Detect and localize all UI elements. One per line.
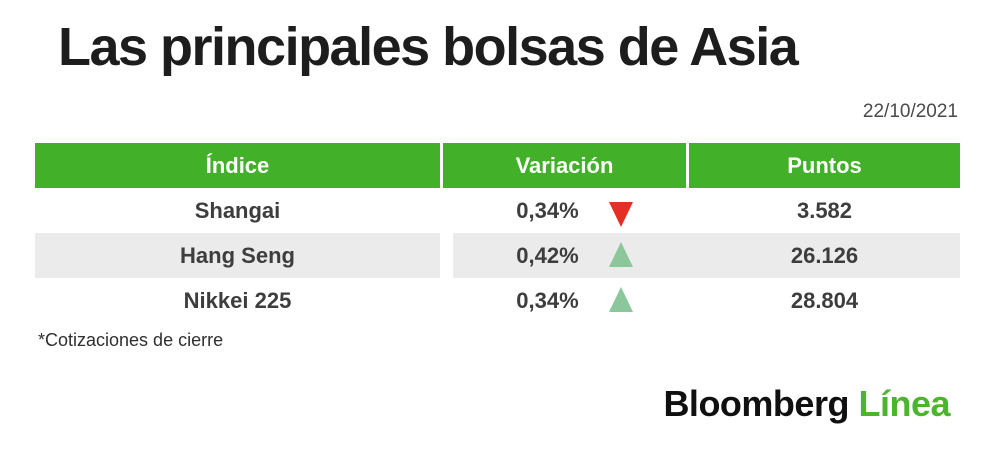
- index-name: Nikkei 225: [35, 278, 440, 323]
- markets-table: Índice Variación Puntos Shangai 0,34% 3.…: [35, 143, 960, 323]
- down-triangle-icon: [608, 202, 633, 227]
- index-name: Shangai: [35, 188, 440, 233]
- logo-linea: Línea: [858, 383, 950, 424]
- index-name: Hang Seng: [35, 233, 440, 278]
- points-value: 26.126: [689, 233, 960, 278]
- logo-bloomberg: Bloomberg: [663, 383, 849, 424]
- variation-cell: 0,34%: [453, 188, 696, 233]
- date-label: 22/10/2021: [862, 101, 958, 122]
- table-row: Nikkei 225 0,34% 28.804: [35, 278, 960, 323]
- column-header-puntos: Puntos: [689, 143, 960, 188]
- column-header-variacion: Variación: [443, 143, 686, 188]
- table-row: Hang Seng 0,42% 26.126: [35, 233, 960, 278]
- page-title: Las principales bolsas de Asia: [58, 17, 799, 77]
- footnote: *Cotizaciones de cierre: [38, 330, 224, 350]
- variation-cell: 0,34%: [453, 278, 696, 323]
- variation-cell: 0,42%: [453, 233, 696, 278]
- bloomberg-linea-logo: Bloomberg Línea: [663, 383, 950, 425]
- variation-value: 0,42%: [516, 242, 579, 268]
- points-value: 3.582: [689, 188, 960, 233]
- up-triangle-icon: [608, 287, 633, 312]
- up-triangle-icon: [608, 242, 633, 267]
- points-value: 28.804: [689, 278, 960, 323]
- table-row: Shangai 0,34% 3.582: [35, 188, 960, 233]
- table-header-row: Índice Variación Puntos: [35, 143, 960, 188]
- column-header-indice: Índice: [35, 143, 440, 188]
- variation-value: 0,34%: [516, 287, 579, 313]
- variation-value: 0,34%: [516, 197, 579, 223]
